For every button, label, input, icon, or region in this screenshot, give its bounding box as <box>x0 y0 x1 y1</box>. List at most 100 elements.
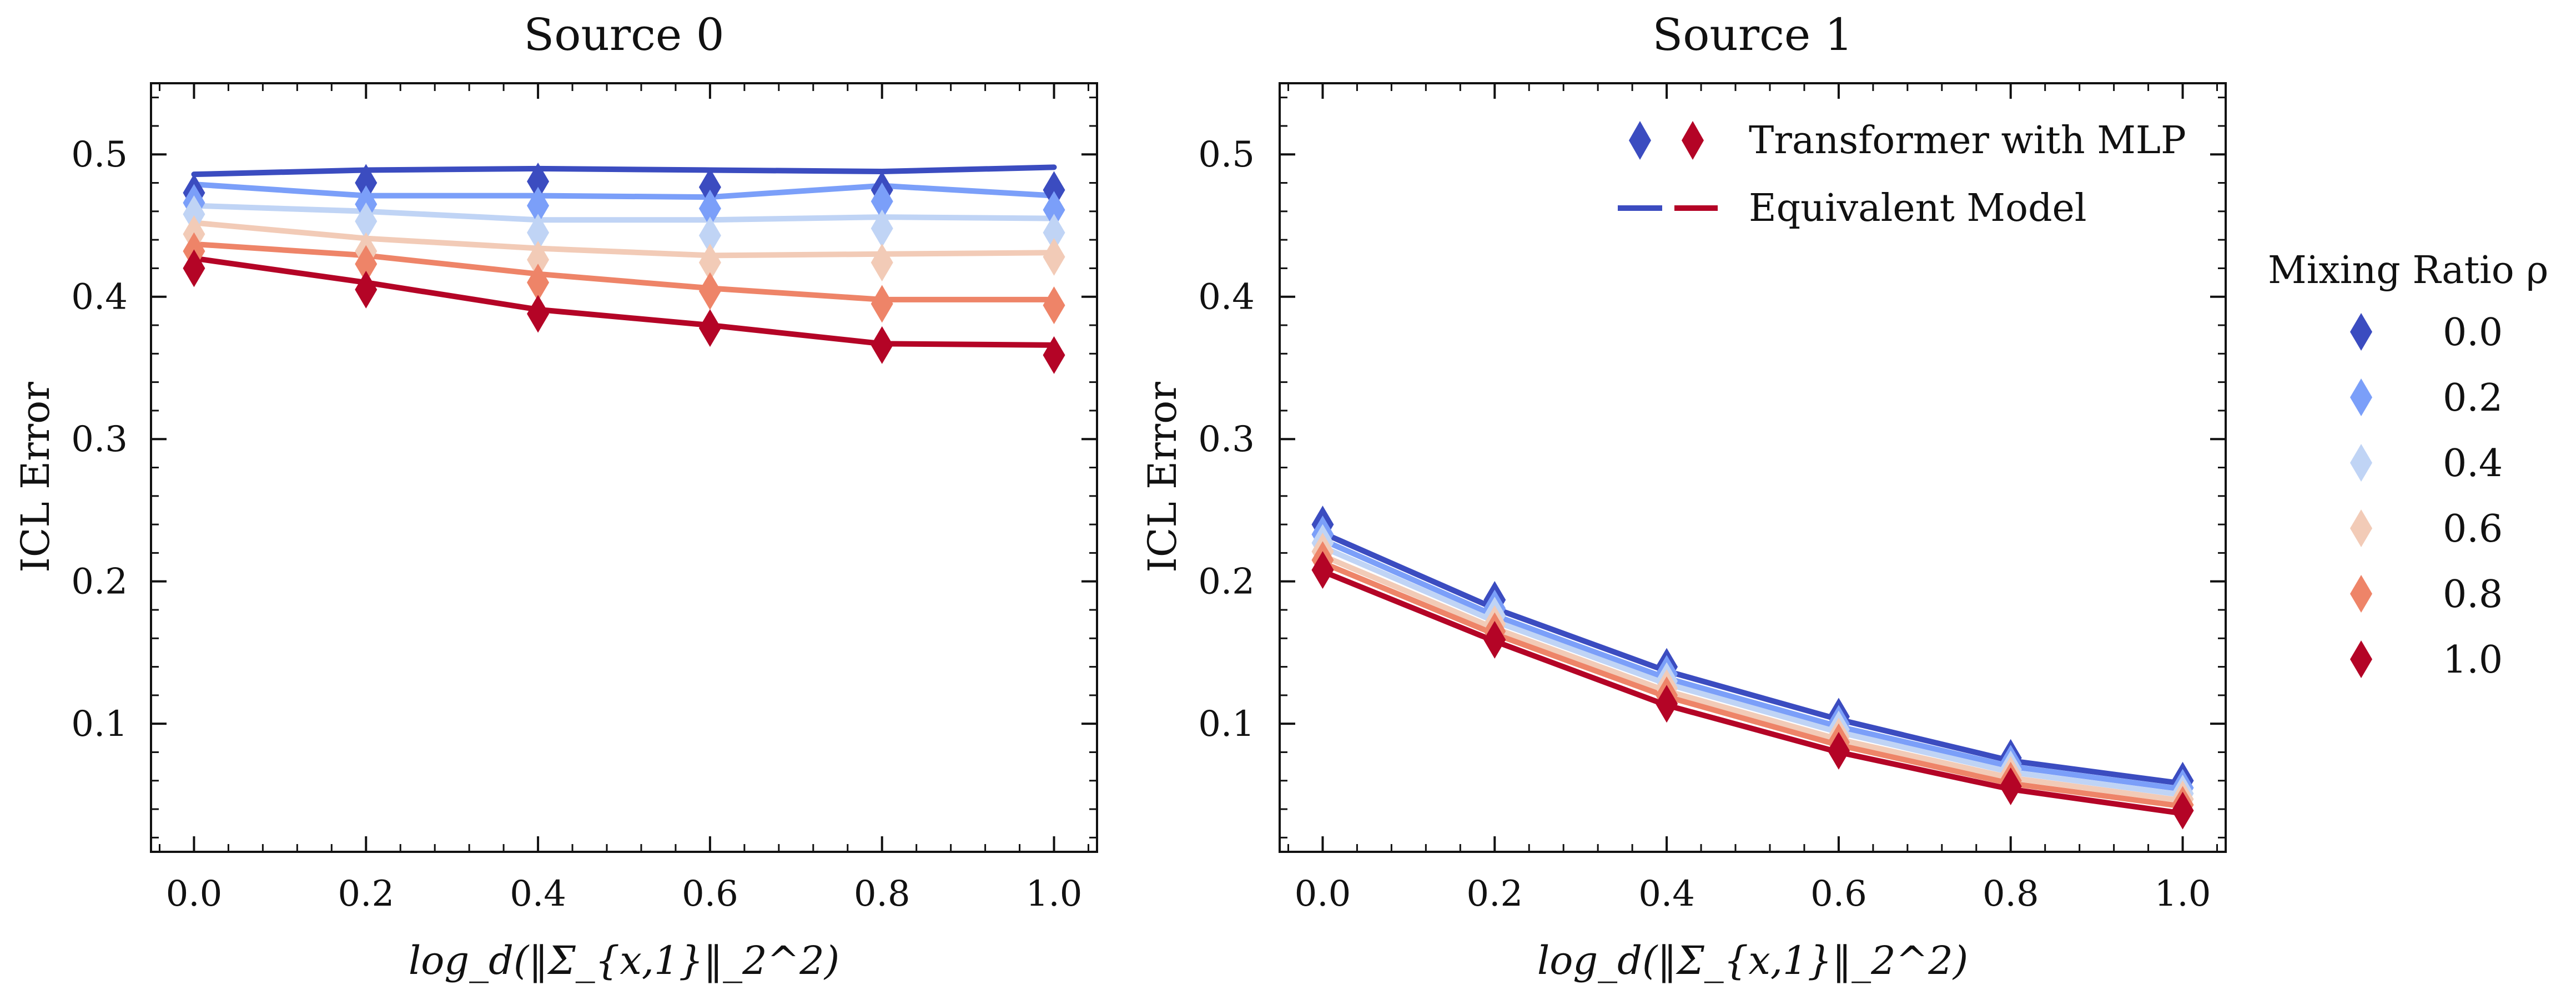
legend-ratio-marker-0.4 <box>2350 444 2372 482</box>
legend-label-transformer: Transformer with MLP <box>1749 119 2186 163</box>
legend-ratio-marker-0.0 <box>2350 313 2372 351</box>
ytick-label: 0.1 <box>1198 704 1255 745</box>
series-line-rho-0.2 <box>191 181 1057 200</box>
series-marker-rho-0.0 <box>527 162 550 200</box>
axes-frame-source-0 <box>150 82 1098 853</box>
xtick-label: 0.4 <box>510 873 566 915</box>
series-marker-rho-1.0 <box>1043 336 1065 374</box>
legend-ratio-items: 0.0 0.2 0.4 0.6 0.8 1.0 <box>2350 311 2503 682</box>
series-marker-rho-0.4 <box>871 209 893 248</box>
legend-model-types: Transformer with MLP Equivalent Model <box>1618 119 2186 230</box>
series-line-rho-0.8 <box>191 241 1057 302</box>
series-source-1 <box>1311 506 2194 830</box>
xtick-label: 0.0 <box>1295 873 1351 915</box>
legend-ratio-marker-0.2 <box>2350 378 2372 416</box>
y-axis-label-source-0: ICL Error <box>13 382 58 573</box>
series-line-rho-0.4 <box>191 203 1057 223</box>
series-line-rho-1.0 <box>191 255 1057 348</box>
ytick-label: 0.1 <box>71 704 128 745</box>
series-line-rho-0.8 <box>1320 560 2186 809</box>
series-marker-rho-0.8 <box>698 272 721 310</box>
ytick-label: 0.4 <box>1198 277 1255 318</box>
xtick-labels-source-0: 0.0 0.2 0.4 0.6 0.8 1.0 <box>166 873 1083 915</box>
xtick-label: 0.4 <box>1638 873 1695 915</box>
axis-ticks-source-0 <box>151 83 1097 852</box>
series-marker-rho-0.0 <box>355 164 378 202</box>
series-line-rho-0.4 <box>1320 544 2186 798</box>
xtick-label: 0.2 <box>1466 873 1523 915</box>
ytick-label: 0.2 <box>71 562 128 603</box>
ytick-labels-source-1: 0.1 0.2 0.3 0.4 0.5 <box>1198 134 1255 745</box>
legend-ratio-marker-0.8 <box>2350 575 2372 613</box>
series-marker-rho-1.0 <box>698 309 721 347</box>
xtick-labels-source-1: 0.0 0.2 0.4 0.6 0.8 1.0 <box>1295 873 2211 915</box>
x-axis-label-source-1: log_d(‖Σ_{x,1}‖_2^2) <box>1537 938 1968 983</box>
legend-ratio-label-0.8: 0.8 <box>2443 573 2503 617</box>
series-marker-rho-0.0 <box>1043 171 1065 209</box>
series-line-rho-0.0 <box>1320 530 2186 786</box>
series-marker-rho-0.4 <box>1043 214 1065 252</box>
panel-title-source-0: Source 0 <box>524 9 724 60</box>
panel-title-source-1: Source 1 <box>1652 9 1853 60</box>
xtick-label: 1.0 <box>2155 873 2211 915</box>
ytick-label: 0.2 <box>1198 562 1255 603</box>
series-marker-rho-0.6 <box>1043 238 1065 276</box>
xtick-label: 0.8 <box>854 873 910 915</box>
series-marker-rho-0.2 <box>1043 191 1065 229</box>
legend-ratio-marker-1.0 <box>2350 640 2372 678</box>
legend-ratio-label-0.6: 0.6 <box>2443 507 2503 551</box>
series-marker-rho-0.4 <box>527 214 550 252</box>
series-marker-rho-0.8 <box>871 285 893 323</box>
x-axis-label-source-0: log_d(‖Σ_{x,1}‖_2^2) <box>409 938 839 983</box>
series-marker-rho-0.6 <box>527 241 550 279</box>
ytick-label: 0.3 <box>1198 419 1255 460</box>
series-marker-rho-0.2 <box>698 189 721 228</box>
series-marker-rho-0.6 <box>698 244 721 282</box>
series-marker-rho-1.0 <box>1999 767 2022 806</box>
xtick-label: 1.0 <box>1026 873 1083 915</box>
ytick-label: 0.5 <box>71 134 128 175</box>
series-marker-rho-1.0 <box>183 249 205 287</box>
legend-title-mixing-ratio: Mixing Ratio ρ <box>2268 249 2548 292</box>
series-marker-rho-1.0 <box>1656 685 1678 723</box>
series-line-rho-0.6 <box>1320 553 2186 804</box>
legend-marker-blue <box>1629 121 1651 160</box>
series-marker-rho-1.0 <box>2171 791 2194 830</box>
series-marker-rho-0.4 <box>698 216 721 255</box>
series-marker-rho-1.0 <box>1827 731 1850 770</box>
series-marker-rho-0.8 <box>1043 286 1065 325</box>
series-marker-rho-1.0 <box>871 326 893 364</box>
series-line-rho-0.6 <box>191 220 1057 259</box>
series-marker-rho-0.0 <box>698 168 721 206</box>
legend-ratio-label-0.0: 0.0 <box>2443 311 2503 355</box>
chart-panel-source-1: Source 1 0.1 0.2 0.3 0.4 0.5 0.0 0.2 0.4… <box>1140 9 2227 983</box>
ytick-labels-source-0: 0.1 0.2 0.3 0.4 0.5 <box>71 134 128 745</box>
ytick-label: 0.4 <box>71 277 128 318</box>
series-line-rho-0.0 <box>191 164 1057 178</box>
legend-label-equivalent: Equivalent Model <box>1749 186 2086 230</box>
xtick-label: 0.6 <box>682 873 738 915</box>
legend-ratio-label-1.0: 1.0 <box>2443 638 2503 682</box>
legend-marker-red <box>1682 121 1704 160</box>
series-marker-rho-1.0 <box>355 270 378 309</box>
series-marker-rho-0.8 <box>355 245 378 283</box>
series-source-0 <box>183 162 1065 374</box>
series-marker-rho-0.4 <box>183 195 205 233</box>
chart-panel-source-0: Source 0 0.1 0.2 0.3 0.4 0.5 0.0 0.2 0.4… <box>13 9 1098 983</box>
series-marker-rho-0.4 <box>355 202 378 240</box>
legend-ratio-marker-0.6 <box>2350 509 2372 547</box>
series-marker-rho-0.6 <box>871 244 893 282</box>
y-axis-label-source-1: ICL Error <box>1140 382 1185 573</box>
legend-mixing-ratio: Mixing Ratio ρ 0.0 0.2 0.4 0.6 0.8 1.0 <box>2268 249 2548 682</box>
axes-frame-source-1 <box>1279 82 2227 853</box>
series-line-rho-1.0 <box>1320 568 2186 816</box>
series-line-rho-0.2 <box>1320 537 2186 792</box>
xtick-label: 0.2 <box>338 873 394 915</box>
xtick-label: 0.8 <box>1983 873 2039 915</box>
xtick-label: 0.6 <box>1810 873 1867 915</box>
series-marker-rho-0.2 <box>527 186 550 225</box>
series-marker-rho-1.0 <box>527 295 550 333</box>
ytick-label: 0.5 <box>1198 134 1255 175</box>
series-marker-rho-0.8 <box>527 264 550 302</box>
